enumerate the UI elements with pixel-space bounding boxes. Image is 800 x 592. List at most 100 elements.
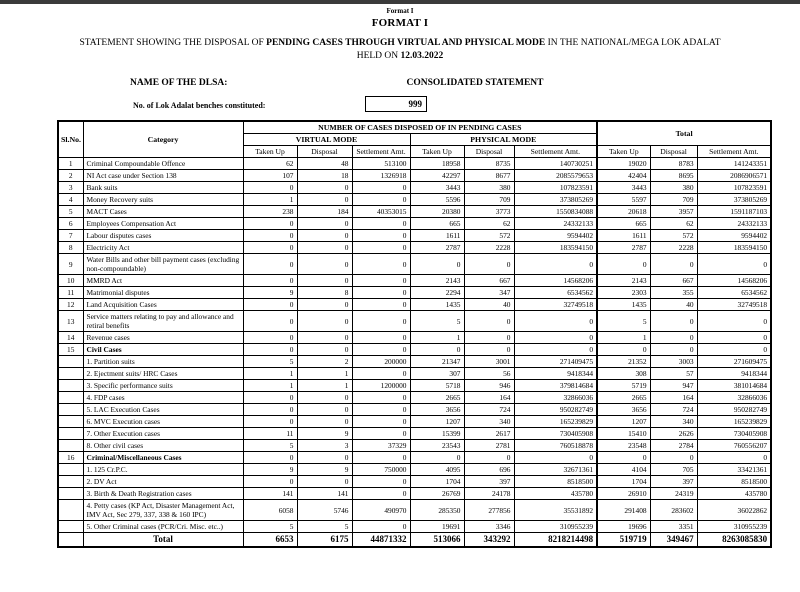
table-cell: 572 xyxy=(649,229,698,242)
table-cell: 709 xyxy=(463,193,515,206)
table-cell: 26910 xyxy=(596,487,651,500)
table-cell: 0 xyxy=(242,241,298,254)
table-cell: 3003 xyxy=(649,355,698,368)
table-cell: 40 xyxy=(649,298,698,311)
slno-cell xyxy=(57,379,84,392)
table-cell: 0 xyxy=(596,343,651,356)
table-cell: 21352 xyxy=(596,355,651,368)
table-cell: 349467 xyxy=(649,532,698,548)
table-row: 5. LAC Execution Cases 0 0 0 3656 724 95028274… xyxy=(57,403,772,416)
table-row: 8. Other civil cases 5 3 37329 23543 2781 7605… xyxy=(57,439,772,452)
table-cell: 667 xyxy=(463,274,515,287)
table-cell: 4095 xyxy=(409,463,465,476)
category-cell: 3. Specific performance suits xyxy=(82,379,244,392)
table-row: 5. Other Criminal cases (PCR/Cri. Misc. … xyxy=(57,520,772,533)
table-cell: 14568206 xyxy=(513,274,598,287)
category-cell: Bank suits xyxy=(82,181,244,194)
slno-cell: 4 xyxy=(57,193,84,206)
table-cell: 340 xyxy=(649,415,698,428)
table-cell: 513100 xyxy=(351,157,411,170)
table-cell: 19020 xyxy=(596,157,651,170)
table-cell: 8677 xyxy=(463,169,515,182)
table-cell: 23543 xyxy=(409,439,465,452)
table-cell: 0 xyxy=(351,229,411,242)
table-cell: 0 xyxy=(463,253,515,275)
table-cell: 271609475 xyxy=(696,355,772,368)
table-cell: 6534562 xyxy=(696,286,772,299)
table-cell: 0 xyxy=(649,343,698,356)
table-cell: 183594150 xyxy=(696,241,772,254)
table-cell: 5 xyxy=(296,520,353,533)
category-cell: MMRD Act xyxy=(82,274,244,287)
table-cell: 380 xyxy=(649,181,698,194)
table-cell: 0 xyxy=(296,343,353,356)
table-cell: 2143 xyxy=(409,274,465,287)
table-cell: 513066 xyxy=(409,532,465,548)
table-cell: 6653 xyxy=(242,532,298,548)
table-cell: 0 xyxy=(242,298,298,311)
document-header-label: Format I xyxy=(386,7,414,15)
table-cell: 0 xyxy=(351,415,411,428)
table-cell: 23548 xyxy=(596,439,651,452)
table-cell: 238 xyxy=(242,205,298,218)
table-cell: 760556207 xyxy=(696,439,772,452)
table-row: 3. Birth & Death Registration cases 141 14… xyxy=(57,487,772,500)
table-cell: 3773 xyxy=(463,205,515,218)
table-cell: 3443 xyxy=(596,181,651,194)
table-cell: 0 xyxy=(296,415,353,428)
table-cell: 3443 xyxy=(409,181,465,194)
table-cell: 5597 xyxy=(596,193,651,206)
table-cell: 6058 xyxy=(242,499,298,521)
table-cell: 0 xyxy=(649,331,698,344)
table-cell: 0 xyxy=(296,331,353,344)
table-cell: 8735 xyxy=(463,157,515,170)
table-cell: 0 xyxy=(596,451,651,464)
table-cell: 0 xyxy=(242,475,298,488)
held-on-date: 12.03.2022 xyxy=(400,51,444,61)
table-cell: 0 xyxy=(242,229,298,242)
table-cell: 0 xyxy=(242,331,298,344)
table-cell: 5718 xyxy=(409,379,465,392)
benches-count-field: 999 xyxy=(365,96,427,112)
table-cell: 15399 xyxy=(409,427,465,440)
table-cell: 0 xyxy=(649,310,698,332)
table-cell: 2228 xyxy=(649,241,698,254)
slno-cell xyxy=(57,463,84,476)
table-cell: 8263085830 xyxy=(696,532,772,548)
table-cell: 950282749 xyxy=(513,403,598,416)
table-cell: 397 xyxy=(463,475,515,488)
table-row: 3. Specific performance suits 1 1 1200000 57… xyxy=(57,379,772,392)
table-cell: 37329 xyxy=(351,439,411,452)
table-cell: 9 xyxy=(242,286,298,299)
dlsa-label: NAME OF THE DLSA: xyxy=(130,78,228,88)
table-cell: 107 xyxy=(242,169,298,182)
table-cell: 0 xyxy=(513,451,598,464)
slno-cell: 11 xyxy=(57,286,84,299)
table-cell: 519719 xyxy=(596,532,651,548)
table-cell: 62 xyxy=(649,217,698,230)
table-cell: 0 xyxy=(296,241,353,254)
benches-constituted-label: No. of Lok Adalat benches constituted: xyxy=(133,101,266,110)
table-cell: 5 xyxy=(242,520,298,533)
col-header-v-taken-up: Taken Up xyxy=(242,145,298,158)
table-row: 4. FDP cases 0 0 0 2665 164 32866036 2665 164 328… xyxy=(57,391,772,404)
table-cell: 0 xyxy=(513,310,598,332)
table-cell: 0 xyxy=(242,391,298,404)
table-cell: 2787 xyxy=(596,241,651,254)
table-cell: 0 xyxy=(463,451,515,464)
table-row: 6 Employees Compensation Act 0 0 0 665 62 24332… xyxy=(57,217,772,230)
table-cell: 165239829 xyxy=(696,415,772,428)
table-cell: 0 xyxy=(351,253,411,275)
slno-cell xyxy=(57,391,84,404)
category-cell: Service matters relating to pay and allo… xyxy=(82,310,244,332)
header-row-columns: Taken Up Disposal Settlement Amt. Taken … xyxy=(58,145,772,158)
held-on-prefix: HELD ON xyxy=(356,51,401,61)
table-cell: 0 xyxy=(409,343,465,356)
table-cell: 0 xyxy=(242,415,298,428)
table-cell: 8695 xyxy=(649,169,698,182)
table-cell: 0 xyxy=(242,253,298,275)
table-row: 16 Criminal/Miscellaneous Cases 0 0 0 0 0 0 0 0 0 xyxy=(57,451,772,464)
slno-cell: 8 xyxy=(57,241,84,254)
table-cell: 1704 xyxy=(409,475,465,488)
table-cell: 5596 xyxy=(409,193,465,206)
